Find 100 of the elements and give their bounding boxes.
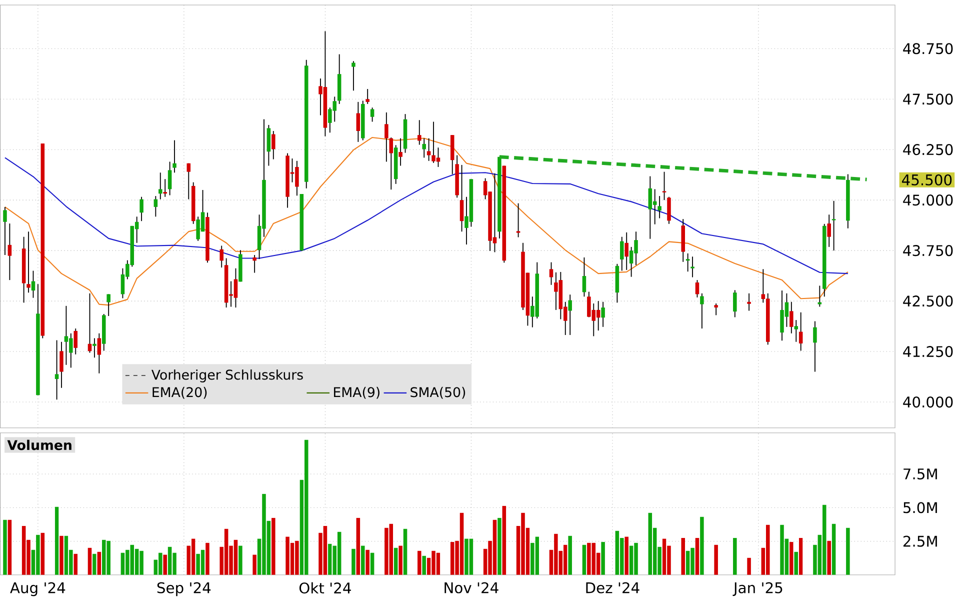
bar — [238, 546, 242, 576]
candlestick — [168, 161, 172, 196]
candlestick — [3, 206, 7, 256]
bar — [272, 518, 276, 576]
legend-label: Vorheriger Schlusskurs — [151, 370, 303, 383]
candlestick — [154, 196, 158, 218]
candlestick — [26, 231, 30, 294]
candlestick — [272, 130, 276, 160]
bar — [601, 542, 605, 576]
candlestick — [140, 196, 144, 222]
bar — [832, 524, 836, 576]
candlestick — [356, 102, 360, 143]
legend-label: SMA(50) — [410, 387, 466, 399]
bar — [366, 550, 370, 576]
candlestick — [60, 342, 64, 389]
bar — [790, 542, 794, 576]
bar — [163, 555, 167, 576]
candlestick — [790, 302, 794, 334]
bar — [798, 538, 803, 576]
candlestick — [418, 120, 422, 146]
candlestick — [31, 270, 36, 298]
candlestick — [460, 164, 464, 232]
candlestick — [798, 312, 803, 352]
y-tick-label: 42.500 — [903, 296, 953, 307]
candlestick — [389, 137, 394, 190]
bar — [568, 536, 572, 576]
bar — [360, 546, 365, 576]
bar — [695, 538, 700, 576]
bar — [3, 520, 7, 576]
legend-label: EMA(9) — [334, 387, 380, 399]
bar — [304, 440, 308, 576]
candlestick — [422, 138, 426, 158]
candlestick — [74, 328, 78, 356]
x-tick-label: Jan '25 — [732, 582, 782, 596]
candlestick — [266, 124, 271, 166]
candlestick — [8, 223, 12, 281]
candlestick — [186, 163, 191, 200]
legend-label: EMA(20) — [152, 387, 207, 399]
candlestick — [163, 178, 167, 198]
candlestick — [601, 302, 605, 328]
y-tick-label: 2.5M — [903, 536, 937, 547]
bar — [624, 536, 628, 576]
x-tick-label: Dez '24 — [586, 582, 640, 594]
candlestick — [733, 290, 737, 318]
y-tick-label: 43.750 — [903, 245, 953, 256]
line-series — [4, 137, 848, 306]
candlestick — [366, 88, 370, 105]
bar — [700, 517, 704, 576]
bar — [92, 554, 96, 576]
bar — [394, 548, 398, 576]
bar — [60, 536, 64, 576]
line-series — [4, 157, 848, 274]
bar — [356, 518, 360, 576]
candlestick — [370, 107, 374, 122]
bar — [714, 545, 718, 576]
candlestick — [158, 172, 162, 200]
candlestick — [516, 203, 520, 238]
bar — [191, 539, 196, 576]
bar — [422, 556, 426, 576]
candlestick — [700, 293, 704, 330]
y-tick-label: 46.250 — [903, 144, 953, 156]
bar — [40, 533, 45, 576]
bar — [398, 546, 402, 576]
bar — [747, 558, 751, 576]
candlestick — [252, 254, 256, 274]
bar — [794, 552, 798, 576]
bar — [648, 513, 652, 576]
candlestick — [658, 196, 662, 219]
bar — [88, 548, 92, 576]
candlestick — [747, 293, 751, 312]
bar — [418, 551, 422, 576]
bar — [681, 538, 685, 576]
candlestick — [106, 294, 110, 317]
bar — [54, 507, 59, 576]
candlestick — [690, 256, 694, 278]
bar — [403, 529, 408, 576]
candlestick — [220, 245, 224, 268]
candlestick — [818, 285, 822, 308]
text: 45.500 — [902, 174, 952, 186]
y-tick-label: 40.000 — [903, 396, 953, 408]
candlestick — [667, 196, 671, 225]
bar — [206, 543, 210, 576]
bar — [74, 554, 78, 576]
bar — [252, 555, 256, 576]
bar — [846, 528, 850, 576]
candlestick — [695, 280, 700, 298]
y-tick-label: 45.000 — [903, 194, 953, 206]
candlestick — [549, 262, 554, 286]
chart-title: Volumen — [7, 440, 72, 450]
bar — [563, 545, 568, 576]
x-tick-label: Okt '24 — [299, 582, 351, 594]
candlestick — [352, 60, 356, 92]
candlestick — [92, 338, 96, 358]
bar — [97, 552, 102, 576]
x-tick-label: Sep '24 — [157, 582, 211, 596]
bar — [582, 545, 586, 576]
candlestick — [426, 138, 431, 162]
y-tick-label: 48.750 — [903, 43, 953, 54]
bar — [352, 549, 356, 576]
candlestick — [714, 303, 718, 316]
